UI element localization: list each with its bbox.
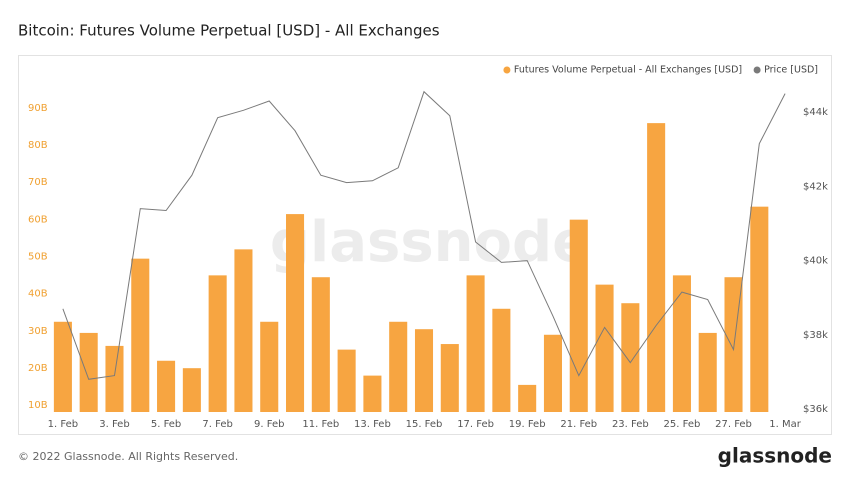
x-tick-label: 25. Feb — [664, 419, 701, 430]
legend-swatch — [503, 66, 511, 74]
x-tick-label: 21. Feb — [560, 419, 597, 430]
bar — [389, 321, 408, 412]
x-tick-label: 5. Feb — [151, 419, 181, 430]
bar — [750, 206, 769, 412]
x-tick-label: 3. Feb — [99, 419, 129, 430]
bar — [698, 332, 717, 412]
legend-label: Price [USD] — [764, 65, 818, 76]
y2-tick-label: $40k — [803, 256, 828, 267]
x-tick-label: 7. Feb — [202, 419, 232, 430]
y2-tick-label: $44k — [803, 107, 828, 118]
y-tick-label: 50B — [28, 252, 48, 263]
y-tick-label: 30B — [28, 326, 48, 337]
y-tick-label: 70B — [28, 177, 48, 188]
x-tick-label: 11. Feb — [302, 419, 339, 430]
bar — [672, 275, 691, 412]
x-tick-label: 13. Feb — [354, 419, 391, 430]
bar — [621, 303, 640, 412]
bar — [466, 275, 485, 412]
y-tick-label: 90B — [28, 103, 48, 114]
bar — [595, 284, 614, 412]
footer: © 2022 Glassnode. All Rights Reserved. — [18, 450, 238, 463]
x-tick-label: 1. Mar — [769, 419, 801, 430]
x-tick-label: 15. Feb — [406, 419, 443, 430]
x-tick-label: 17. Feb — [457, 419, 494, 430]
x-tick-label: 23. Feb — [612, 419, 649, 430]
bar — [363, 375, 382, 412]
x-tick-label: 19. Feb — [509, 419, 546, 430]
bar — [53, 321, 72, 412]
y-tick-label: 20B — [28, 363, 48, 374]
bar — [569, 219, 588, 412]
legend-swatch — [753, 66, 761, 74]
y-tick-label: 40B — [28, 289, 48, 300]
x-tick-label: 9. Feb — [254, 419, 284, 430]
bar — [337, 349, 356, 412]
bar — [492, 308, 511, 412]
panel — [18, 55, 832, 435]
y2-tick-label: $38k — [803, 330, 828, 341]
bar — [182, 368, 201, 412]
x-tick-label: 27. Feb — [715, 419, 752, 430]
bar — [208, 275, 227, 412]
y-tick-label: 60B — [28, 214, 48, 225]
y2-tick-label: $36k — [803, 404, 828, 415]
bar — [311, 277, 330, 412]
bar — [414, 329, 434, 412]
y2-tick-label: $42k — [803, 181, 828, 192]
bar — [131, 258, 150, 412]
bar — [647, 123, 666, 412]
bar — [543, 334, 562, 412]
bar — [105, 345, 124, 412]
bar — [234, 249, 253, 412]
bar — [157, 360, 176, 412]
watermark: glassnode — [270, 210, 590, 275]
logo: glassnode — [718, 444, 832, 468]
bar — [260, 321, 279, 412]
bar — [286, 214, 305, 412]
x-tick-label: 1. Feb — [48, 419, 78, 430]
chart-title: Bitcoin: Futures Volume Perpetual [USD] … — [18, 22, 440, 40]
y-tick-label: 10B — [28, 400, 48, 411]
bar — [518, 384, 537, 412]
bar — [440, 344, 459, 412]
legend-label: Futures Volume Perpetual - All Exchanges… — [514, 65, 742, 76]
price-line — [62, 90, 786, 380]
y-tick-label: 80B — [28, 140, 48, 151]
bar — [79, 332, 98, 412]
